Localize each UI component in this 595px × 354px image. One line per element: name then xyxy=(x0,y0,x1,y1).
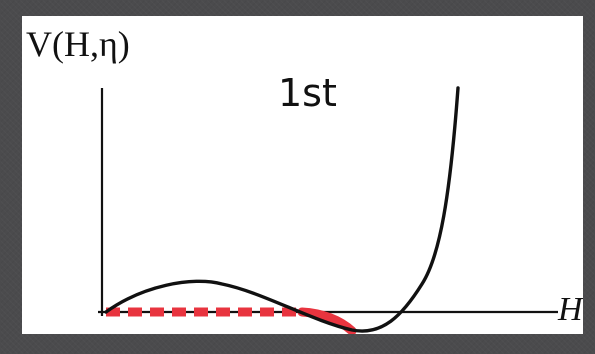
y-axis-label: V(H,η) xyxy=(26,24,130,64)
potential-curve xyxy=(104,86,460,333)
diagram-panel: V(H,η) 1st H xyxy=(22,16,583,334)
potential-diagram: V(H,η) 1st H xyxy=(26,24,583,334)
transition-order-label: 1st xyxy=(278,71,337,115)
x-axis-label: H xyxy=(557,291,583,328)
